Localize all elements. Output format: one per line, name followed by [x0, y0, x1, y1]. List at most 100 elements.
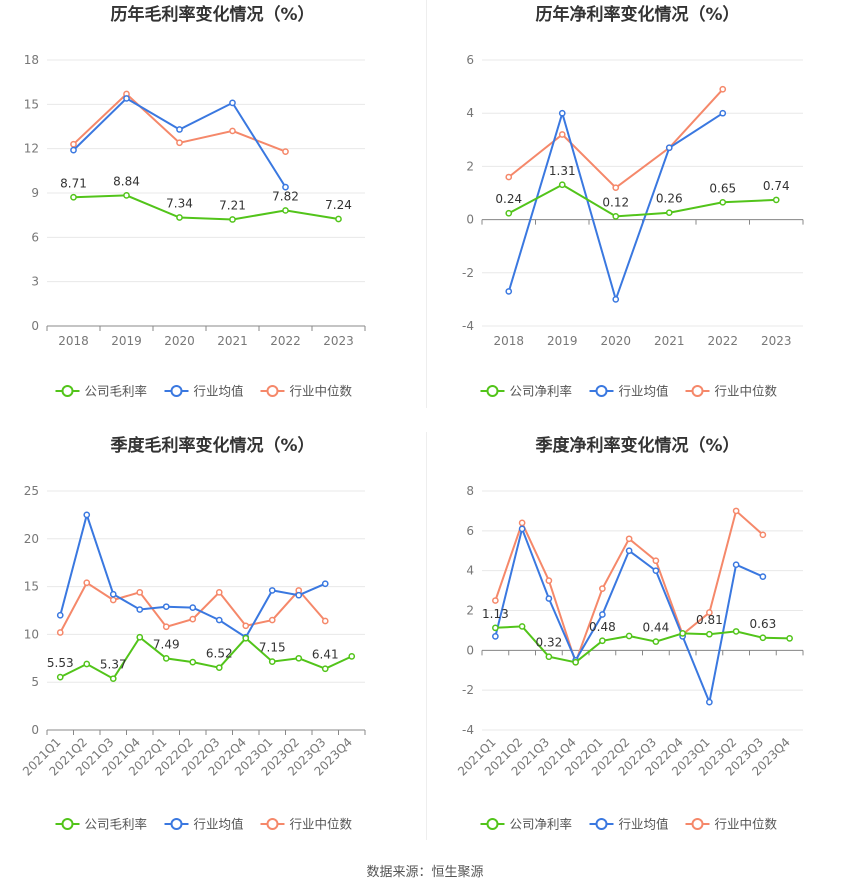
data-label: 6.41: [312, 648, 339, 662]
legend-label: 行业均值: [619, 817, 669, 832]
data-point-company: [176, 214, 183, 221]
data-point-median: [189, 615, 197, 623]
data-point-median: [282, 148, 289, 155]
legend-marker: [691, 818, 704, 830]
data-point-avg: [189, 604, 197, 611]
x-tick-label: 2023: [323, 334, 354, 348]
chart-annual-gross-margin: 历年毛利率变化情况（%） 0 3 6 9 12 15 18 2018 2019 2020 2021 20…: [24, 4, 366, 399]
data-point-avg: [136, 606, 144, 613]
data-point-avg: [123, 95, 130, 102]
data-point-median: [652, 557, 660, 565]
x-tick-label: 2023: [761, 334, 792, 348]
chart-panel-quarterly-gross-margin: 季度毛利率变化情况（%） 0 5 10 15 20 25 2021Q1 2021Q2 2021Q3…: [0, 430, 425, 850]
data-point-avg: [625, 547, 633, 555]
y-tick-label: 0: [31, 319, 39, 333]
data-point-company: [136, 633, 144, 641]
legend-label: 公司净利率: [510, 817, 573, 832]
y-tick-label: -2: [462, 683, 474, 697]
data-point-median: [215, 588, 223, 596]
data-label: 0.32: [536, 636, 563, 650]
legend-marker: [595, 818, 608, 830]
data-label: 0.26: [656, 192, 683, 206]
y-tick-label: 0: [466, 213, 474, 227]
data-point-avg: [268, 587, 276, 594]
y-tick-label: 10: [24, 627, 39, 641]
x-tick-label: 2019: [111, 334, 142, 348]
legend-marker: [266, 385, 279, 397]
data-point-company: [732, 628, 740, 635]
data-point-company: [83, 660, 91, 668]
legend-item-median: 行业中位数: [260, 384, 353, 399]
data-point-company: [123, 192, 130, 199]
legend-label: 公司毛利率: [85, 817, 148, 832]
data-label: 0.12: [602, 195, 629, 209]
data-point-avg: [282, 183, 289, 191]
data-label: 0.48: [589, 620, 616, 634]
data-point-company: [229, 216, 236, 223]
y-tick-label: 4: [466, 106, 474, 120]
x-tick-label: 2022: [707, 334, 738, 348]
legend-marker: [691, 385, 704, 397]
y-tick-label: 9: [31, 186, 39, 200]
data-point-company: [558, 181, 566, 189]
data-point-avg: [505, 288, 513, 295]
series-line-median: [508, 88, 724, 190]
data-point-avg: [229, 99, 236, 107]
data-point-avg: [56, 611, 64, 619]
legend-label: 行业中位数: [715, 384, 778, 399]
legend-marker: [266, 818, 279, 830]
chart-annual-net-margin: 历年净利率变化情况（%） -4 -2 0 2 4 6 2018 2019 2020 2021 2022…: [462, 4, 804, 399]
data-point-median: [56, 629, 64, 636]
data-point-company: [719, 198, 727, 206]
data-point-avg: [109, 590, 117, 598]
data-point-avg: [719, 109, 727, 117]
data-point-avg: [215, 616, 223, 624]
x-tick-label: 2020: [164, 334, 195, 348]
data-label: 0.81: [696, 613, 723, 627]
data-point-company: [295, 654, 303, 662]
y-tick-label: 2: [466, 159, 474, 173]
data-label: 8.84: [113, 174, 140, 188]
data-point-company: [625, 632, 633, 640]
y-tick-label: 2: [466, 604, 474, 618]
data-point-median: [242, 622, 250, 630]
data-point-median: [70, 140, 77, 148]
legend-item-avg: 行业均值: [589, 817, 669, 832]
data-label: 7.34: [166, 197, 193, 211]
data-point-median: [625, 535, 633, 543]
data-point-company: [665, 209, 673, 217]
data-point-avg: [558, 109, 566, 117]
legend-marker: [170, 818, 183, 830]
data-point-company: [189, 658, 197, 666]
chart-panel-annual-gross-margin: 历年毛利率变化情况（%） 0 3 6 9 12 15 18 2018 2019 2020 2021 20…: [0, 0, 425, 415]
data-point-avg: [83, 511, 91, 519]
data-label: 7.24: [325, 198, 352, 212]
data-point-company: [492, 624, 499, 632]
data-source-note: 数据来源：恒生聚源: [366, 865, 484, 880]
data-point-company: [706, 630, 713, 638]
y-tick-label: 25: [24, 484, 39, 498]
data-point-company: [70, 193, 77, 201]
y-tick-label: 3: [31, 275, 39, 289]
legend-label: 行业均值: [194, 817, 244, 832]
y-tick-label: 20: [24, 532, 39, 546]
legend-marker: [486, 385, 499, 397]
data-label: 8.71: [60, 176, 87, 190]
legend-item-company: 公司毛利率: [55, 817, 148, 832]
data-point-company: [268, 658, 276, 665]
data-point-company: [109, 675, 117, 683]
data-point-company: [505, 209, 513, 217]
data-label: 7.82: [272, 189, 299, 203]
data-point-company: [215, 664, 223, 672]
x-tick-label: 2020: [600, 334, 631, 348]
data-point-avg: [652, 567, 660, 575]
legend-item-median: 行业中位数: [260, 817, 353, 832]
y-tick-label: 15: [24, 97, 39, 111]
data-label: 0.74: [763, 179, 790, 193]
data-point-company: [759, 634, 767, 642]
data-point-median: [136, 588, 144, 596]
data-point-median: [83, 579, 91, 587]
data-point-avg: [545, 595, 553, 602]
legend-marker: [595, 385, 608, 397]
data-point-median: [599, 585, 606, 592]
